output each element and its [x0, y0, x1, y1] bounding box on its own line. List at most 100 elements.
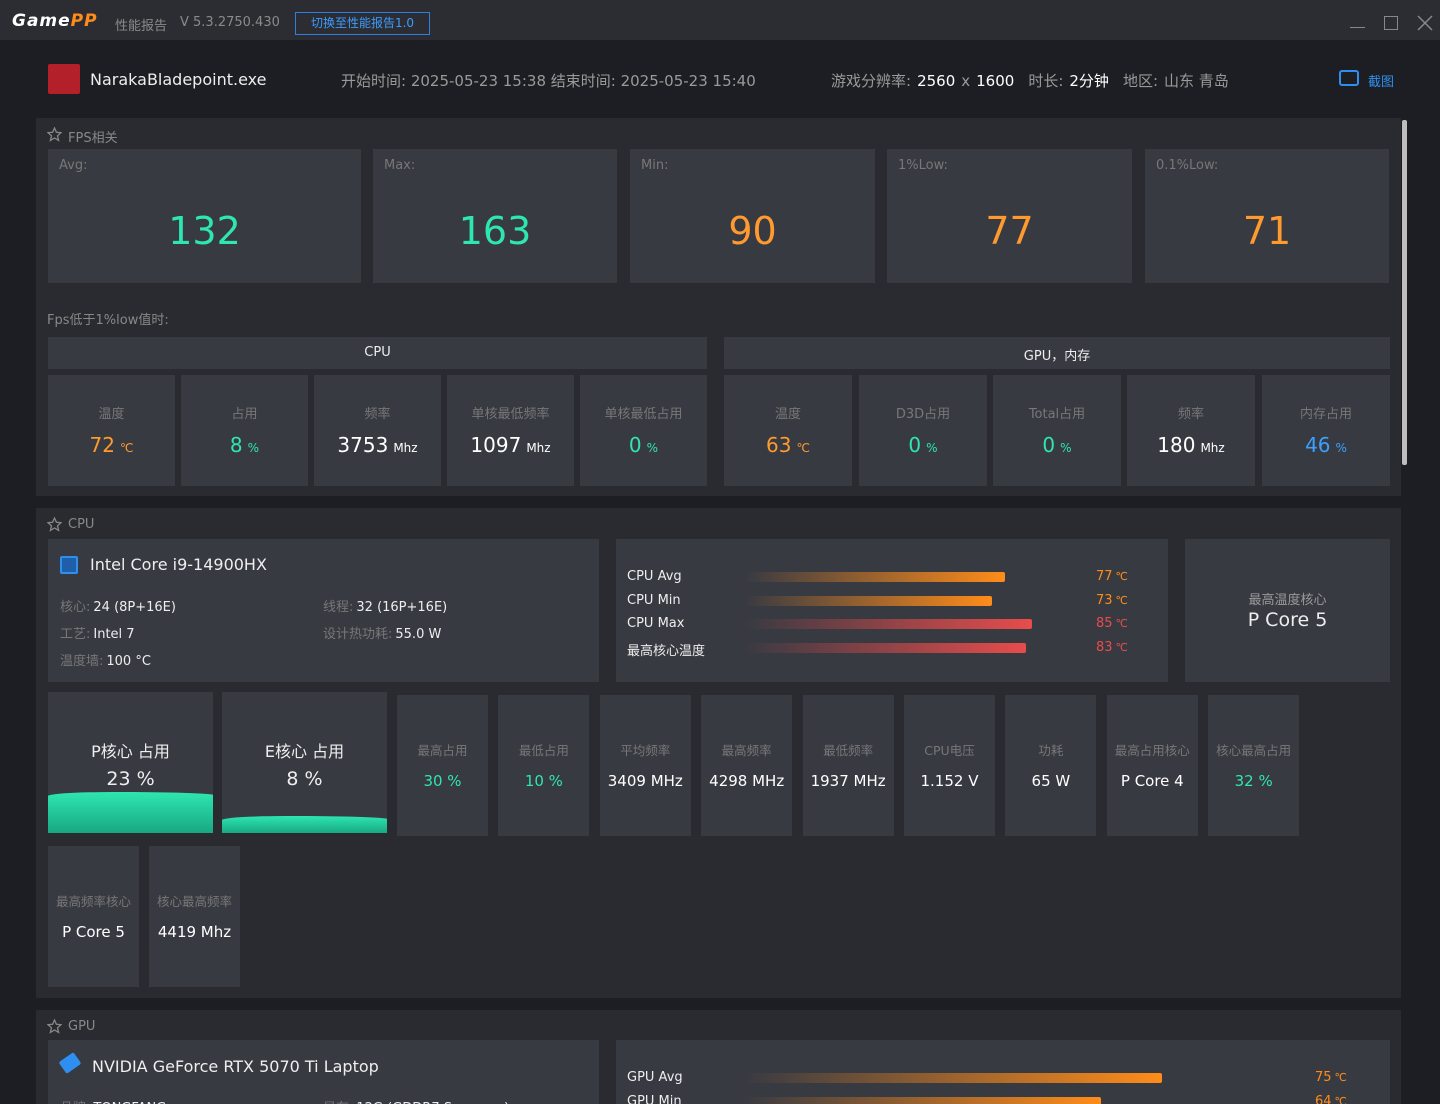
spec-value: 100 °C: [106, 654, 151, 669]
temp-card: GPU Avg 75 ℃ GPU Min 64 ℃: [616, 1040, 1390, 1104]
temp-value: 75 ℃: [1315, 1070, 1347, 1085]
stat-cell: 占用 8%: [181, 375, 308, 486]
session-time: 开始时间: 2025-05-23 15:38 结束时间: 2025-05-23 …: [341, 72, 756, 90]
value: 3753: [337, 433, 389, 457]
gpu-name: NVIDIA GeForce RTX 5070 Ti Laptop: [92, 1057, 379, 1076]
value: 8: [229, 433, 243, 457]
stat-tile: 最低频率 1937 MHz: [802, 695, 894, 836]
spec-label: 核心:: [60, 600, 91, 615]
spec: 温度墙: 100 °C: [60, 650, 151, 669]
usage-label: E核心 占用: [264, 742, 345, 761]
cpu-name: Intel Core i9-14900HX: [90, 555, 267, 574]
tile-label: 功耗: [1038, 743, 1064, 758]
fps-value: 163: [458, 209, 532, 253]
value: 2分钟: [1069, 72, 1109, 90]
tile-label: 核心最高占用: [1216, 743, 1292, 758]
unit: ℃: [1334, 1071, 1347, 1084]
tile-value: 4298 MHz: [709, 772, 785, 790]
spec-value: 55.0 W: [395, 627, 442, 642]
screenshot-button[interactable]: 截图: [1368, 75, 1395, 90]
spec: 工艺: Intel 7: [60, 623, 135, 642]
temp-bar: [745, 1073, 1162, 1083]
unit: ℃: [119, 441, 134, 455]
value: 64: [1315, 1093, 1332, 1104]
cell-value: 72 ℃: [48, 433, 175, 457]
star-icon: [47, 517, 62, 532]
group-header: CPU: [48, 337, 707, 369]
max-temp-core-card: 最高温度核心 P Core 5: [1185, 539, 1390, 682]
usage-tile: E核心 占用 8%: [222, 692, 387, 833]
cell-value: 1097 Mhz: [447, 433, 574, 457]
fps-label: Min:: [641, 158, 669, 173]
report-title: 性能报告: [115, 19, 168, 34]
unit: Mhz: [393, 441, 418, 455]
spec-label: 线程:: [323, 600, 354, 615]
title-bar: [0, 0, 1440, 40]
cell-label: D3D占用: [895, 407, 951, 422]
header-text: CPU: [364, 345, 391, 360]
stat-tile: 最高频率核心 P Core 5: [48, 846, 139, 987]
temp-bar: [745, 619, 1033, 629]
temp-bar: [745, 572, 1006, 582]
spec-value: 32 (16P+16E): [356, 600, 448, 615]
unit: %: [247, 441, 260, 455]
minimize-button[interactable]: [1350, 27, 1365, 28]
star-icon: [47, 127, 62, 142]
usage-tile: P核心 占用 23%: [48, 692, 213, 833]
resolution: 游戏分辨率: 2560 x 1600 时长: 2分钟 地区: 山东 青岛: [831, 70, 1229, 91]
game-icon: [48, 64, 80, 94]
unit: ℃: [1115, 570, 1128, 583]
cell-label: 频率: [364, 407, 391, 422]
logo-pp: PP: [70, 11, 98, 31]
unit: %: [926, 441, 938, 455]
stat-tile: 最低占用 10 %: [498, 695, 590, 836]
chip-icon: [60, 556, 78, 574]
cell-label: 频率: [1177, 407, 1204, 422]
temp-value: 64 ℃: [1315, 1094, 1347, 1104]
fps-card: 0.1%Low: 71: [1145, 149, 1389, 283]
stat-tile: 最高占用 30 %: [397, 695, 488, 836]
tile-label: 最高占用核心: [1114, 743, 1190, 758]
temp-card: CPU Avg 77 ℃ CPU Min 73 ℃ CPU Max 85 ℃ 最高核心温度 83 ℃: [616, 539, 1168, 682]
stat-tile: 最高频率 4298 MHz: [701, 695, 793, 836]
label: x: [961, 72, 971, 90]
fps-value: 77: [985, 209, 1034, 253]
unit: Mhz: [1200, 441, 1225, 455]
logo: GamePP: [12, 11, 98, 31]
temp-value: 83 ℃: [1096, 640, 1128, 655]
cell-label: 内存占用: [1299, 407, 1352, 422]
section-title: GPU: [68, 1019, 96, 1034]
tile-label: 最高频率核心: [55, 894, 131, 909]
value: 46: [1305, 433, 1331, 457]
close-button[interactable]: [1417, 15, 1433, 31]
cell-label: 温度: [98, 407, 125, 422]
tile-label: 最低频率: [823, 743, 874, 758]
unit: ℃: [1334, 1094, 1347, 1104]
stat-cell: 频率 180 Mhz: [1127, 375, 1255, 486]
tile-label: 最低占用: [518, 743, 569, 758]
tile-value: 3409 MHz: [607, 772, 683, 790]
value: 63: [766, 433, 792, 457]
value: 2560: [917, 72, 956, 90]
temp-value: 77 ℃: [1096, 569, 1128, 584]
label: 游戏分辨率:: [831, 72, 912, 90]
cell-value: 0%: [580, 433, 707, 457]
maximize-button[interactable]: [1384, 16, 1398, 30]
section-title: CPU: [68, 517, 95, 532]
cell-value: 46%: [1262, 433, 1390, 457]
fps-value: 132: [168, 209, 241, 253]
cell-value: 0%: [859, 433, 987, 457]
usage-value: 23%: [48, 768, 213, 790]
temp-bar: [745, 1096, 1101, 1104]
unit: %: [136, 768, 155, 790]
scrollbar[interactable]: [1402, 120, 1407, 465]
screenshot-icon[interactable]: [1339, 70, 1359, 86]
switch-button[interactable]: 切换至性能报告1.0: [295, 12, 430, 35]
temp-name: CPU Avg: [627, 569, 682, 584]
value: 83: [1096, 639, 1113, 655]
value: 85: [1096, 616, 1113, 631]
logo-game: Game: [12, 11, 71, 31]
temp-value: 73 ℃: [1096, 593, 1128, 608]
spec-label: 工艺:: [60, 627, 91, 642]
